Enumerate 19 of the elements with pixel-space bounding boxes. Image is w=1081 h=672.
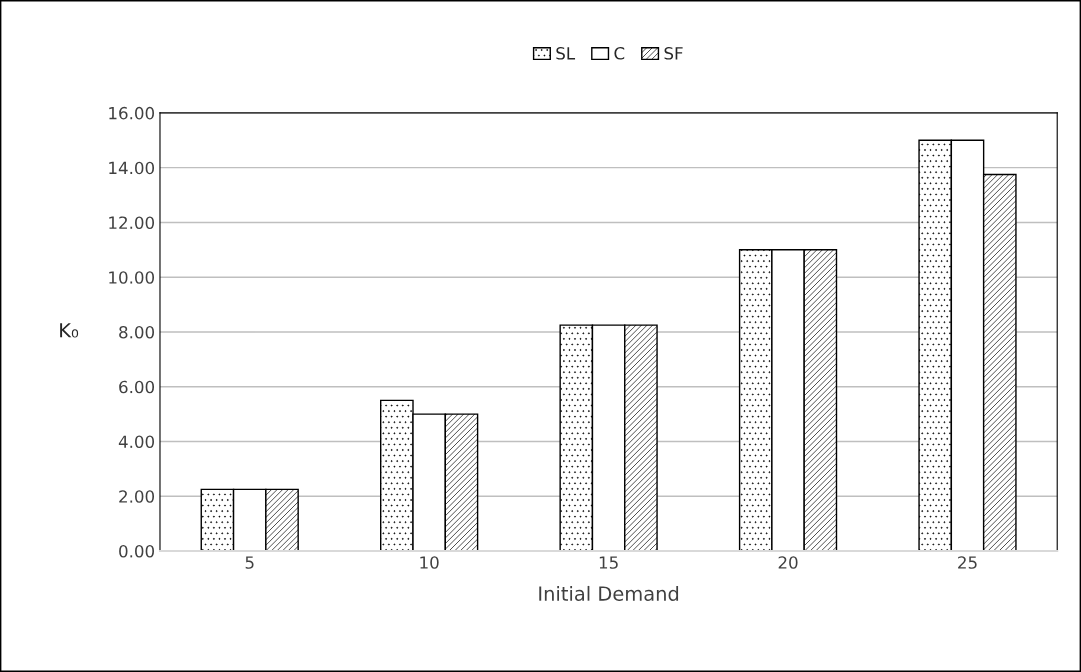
x-axis-title: Initial Demand: [539, 585, 679, 601]
x-tick-label: 15: [599, 556, 618, 569]
y-tick-label: 16.00: [109, 106, 155, 120]
legend-label: C: [614, 47, 625, 60]
x-tick-label: 20: [778, 556, 798, 569]
x-tick-label: 25: [958, 556, 977, 569]
legend-label: SF: [664, 47, 683, 60]
x-tick-label: 10: [420, 556, 439, 569]
y-tick-label: 4.00: [118, 435, 155, 449]
y-tick-label: 6.00: [119, 380, 155, 394]
y-tick-label: 2.00: [119, 490, 155, 503]
y-axis-title: K₀: [60, 323, 79, 338]
legend-label: SL: [556, 47, 576, 60]
y-tick-label: 10.00: [109, 271, 155, 284]
y-tick-label: 8.00: [119, 325, 155, 339]
x-tick-label: 5: [245, 556, 254, 569]
y-tick-label: 0.00: [119, 545, 155, 558]
y-tick-label: 14.00: [109, 161, 155, 175]
y-tick-label: 12.00: [109, 216, 155, 229]
